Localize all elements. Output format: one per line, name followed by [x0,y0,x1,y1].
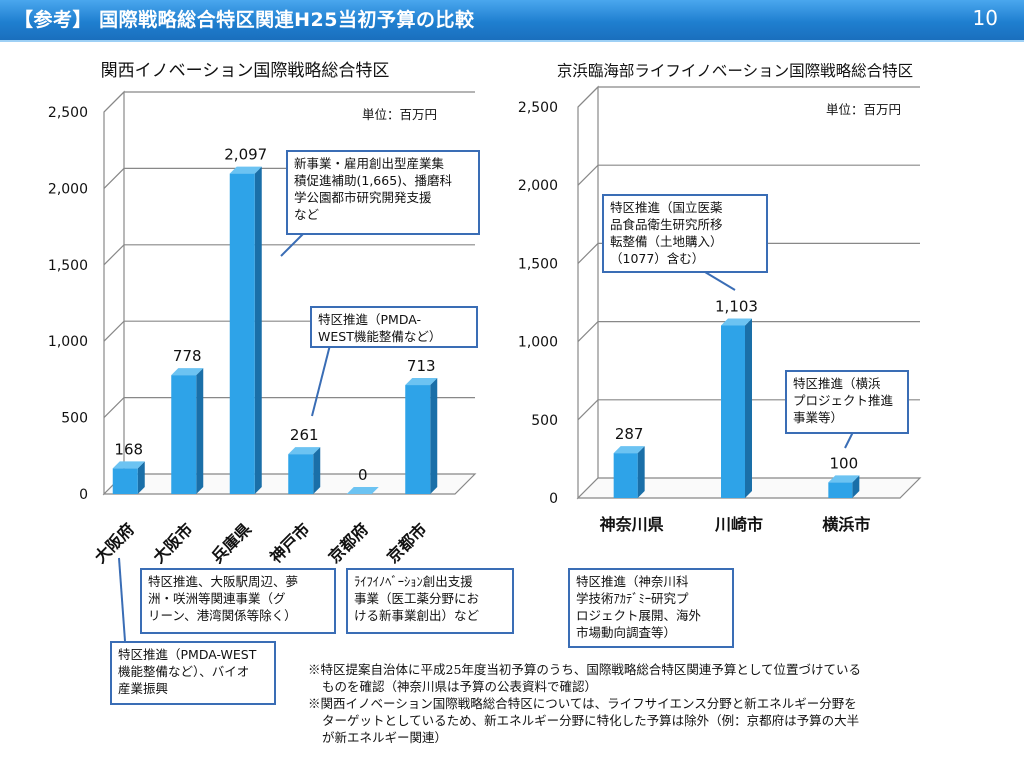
left-bar-side [254,166,262,494]
right-category-label: 神奈川県 [600,515,664,534]
left-bar [112,468,138,494]
left-y-tick-label: 0 [79,487,88,503]
left-bar-chart: 0 500 1,000 1,500 2,000 2,500 168 大阪府 778 大阪市 2,09… [48,90,477,567]
left-value-label: 168 [114,440,143,458]
left-y-tick-label: 1,500 [48,258,88,274]
yokohama-leader-line [844,431,854,449]
left-value-label: 778 [173,347,202,365]
left-category-label: 神戸市 [266,519,313,566]
right-chart-title: 京浜臨海部ライフイノベーション国際戦略総合特区 [557,62,913,80]
left-chart-title: 関西イノベーション国際戦略総合特区 [101,61,390,81]
left-value-label: 0 [358,466,368,484]
footnotes: ※特区提案自治体に平成25年度当初予算のうち、国際戦略総合特区関連予算として位置… [308,661,1008,746]
right-bar [721,325,745,498]
left-category-label: 京都市 [383,519,430,566]
right-category-label: 横浜市 [822,515,870,534]
left-bar-side [196,368,204,494]
right-value-label: 100 [830,454,859,472]
callout-leader-lines [118,233,854,642]
kawasaki-leader-line [704,271,736,291]
osaka-pref-callout: 特区推進（PMDA-WEST 機能整備など）、バイオ 産業振興 [110,641,276,705]
left-category-label: 大阪市 [149,519,196,566]
right-category-label: 川崎市 [714,515,763,534]
right-gridline [577,86,920,108]
left-bar [171,375,197,494]
slide-title: 【参考】 国際戦略総合特区関連H25当初予算の比較 [14,9,475,31]
left-bar-top [171,368,204,376]
right-y-tick-label: 500 [531,413,558,429]
kawasaki-callout: 特区推進（国立医薬 品食品衛生研究所移 転整備（土地購入） （1077）含む） [602,194,768,273]
footnote-2: ※関西イノベーション国際戦略総合特区については、ライフサイエンス分野と新エネルギ… [308,696,860,745]
right-value-label: 1,103 [715,297,758,315]
left-bar [229,173,255,494]
right-y-tick-label: 0 [549,491,558,507]
hyogo-callout: 新事業・雇用創出型産業集 積促進補助(1,665)、播磨科 学公園都市研究開発支… [286,150,480,235]
right-gridline [577,321,920,343]
left-bar-side [137,461,145,494]
left-category-label: 京都府 [325,519,372,566]
left-bar-top [405,378,438,386]
right-gridline [577,242,920,264]
right-gridline [577,164,920,186]
right-bar-side [637,446,645,498]
footnote-1: ※特区提案自治体に平成25年度当初予算のうち、国際戦略総合特区関連予算として位置… [308,662,862,694]
right-bar [828,482,853,498]
left-unit-label: 単位：百万円 [362,107,437,122]
left-bar-top [346,487,379,494]
left-gridline [103,397,475,419]
left-bar [288,454,314,494]
right-side-wall [577,85,599,500]
left-value-label: 713 [407,357,436,375]
left-bar-top [229,166,262,174]
right-bar-side [745,318,752,498]
kanagawa-callout: 特区推進（神奈川科 学技術ｱｶﾃﾞﾐｰ研究プ ロジェクト展開、海外 市場動向調査… [568,568,734,648]
right-y-tick-label: 1,000 [518,335,558,351]
left-bar [405,385,431,494]
osaka-city-callout: 特区推進、大阪駅周辺、夢 洲・咲洲等関連事業（グ リーン、港湾関係等除く） [140,568,336,634]
left-category-label: 大阪府 [91,519,138,566]
kobe-leader-line [311,344,331,417]
right-bar-chart: 0 500 1,000 1,500 2,000 2,500 287 神奈川県 1,103 川崎市 1… [518,85,922,534]
left-bar-top [112,461,145,469]
left-y-tick-label: 1,000 [48,334,88,350]
hyogo-leader-line [280,233,304,257]
left-gridline [103,244,475,266]
right-bar-side [852,475,860,498]
right-y-tick-label: 1,500 [518,256,558,272]
right-unit-label: 単位：百万円 [826,102,901,117]
right-value-label: 287 [615,425,644,443]
osaka-pref-leader-line [118,557,126,642]
slide-header: 【参考】 国際戦略総合特区関連H25当初予算の比較 10 [0,0,1024,42]
left-value-label: 261 [290,426,319,444]
right-bar-top [721,318,752,326]
right-y-tick-label: 2,500 [518,100,558,116]
page-number: 10 [972,6,998,30]
right-bar-top [613,446,645,454]
right-bar [613,453,638,498]
right-y-tick-label: 2,000 [518,178,558,194]
left-y-tick-label: 2,000 [48,181,88,197]
left-value-label: 2,097 [224,146,267,164]
left-side-wall [103,90,125,496]
left-category-label: 兵庫県 [208,519,255,566]
left-y-tick-label: 500 [61,411,88,427]
left-bar-top [288,447,321,455]
yokohama-callout: 特区推進（横浜 プロジェクト推進 事業等） [785,370,909,434]
left-bar-side [430,378,438,494]
kobe-callout: 特区推進（PMDA- WEST機能整備など） [310,306,478,348]
left-bar-side [313,447,321,494]
left-gridline [103,91,475,113]
left-y-tick-label: 2,500 [48,105,88,121]
right-bar-top [828,475,860,483]
kyoto-city-callout: ﾗｲﾌｲﾉﾍﾞｰｼｮﾝ創出支援 事業（医工薬分野にお ける新事業創出）など [346,568,514,634]
